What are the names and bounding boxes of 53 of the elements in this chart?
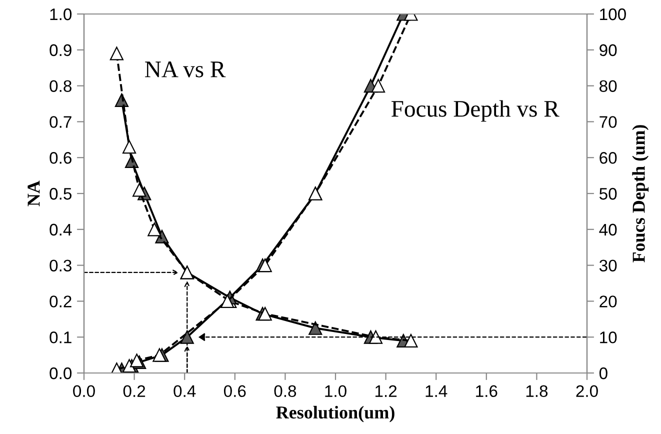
y-tick-label: 0.6 xyxy=(50,152,72,164)
point xyxy=(220,294,234,308)
y-tick-label: 1.0 xyxy=(50,8,72,20)
y2-tick-label: 40 xyxy=(599,224,617,236)
y-tick-label: 0.2 xyxy=(50,296,72,308)
x-tick-label: 1.6 xyxy=(476,385,498,398)
x-tick-label: 0.0 xyxy=(73,385,95,398)
point xyxy=(152,348,166,362)
x-tick-label: 0.6 xyxy=(224,385,246,398)
point xyxy=(404,334,418,348)
annotation: NA vs R xyxy=(145,62,226,78)
point xyxy=(130,354,144,368)
x-tick-label: 1.2 xyxy=(375,385,397,397)
y-axis-title: NA xyxy=(28,180,40,206)
x-tick-label: 1.4 xyxy=(426,385,448,397)
y2-axis-title: Foucs Depth (um) xyxy=(632,125,649,262)
y-tick-label: 0.8 xyxy=(50,80,72,92)
point xyxy=(371,78,386,93)
x-tick-label: 2.0 xyxy=(576,385,598,398)
y2-tick-label: 10 xyxy=(600,332,617,344)
y-tick-label: 0.9 xyxy=(50,44,72,56)
y2-tick-label: 0 xyxy=(599,367,608,380)
x-tick-label: 0.4 xyxy=(174,385,196,398)
point xyxy=(368,330,383,344)
point xyxy=(132,183,146,197)
annotation: Focus Depth vs R xyxy=(392,100,560,122)
y-tick-label: 0.1 xyxy=(50,332,72,344)
y-tick-label: 0.0 xyxy=(50,367,72,380)
y-tick-label: 0.5 xyxy=(50,188,72,200)
y2-tick-label: 70 xyxy=(600,116,617,128)
y2-tick-label: 80 xyxy=(600,80,617,92)
point xyxy=(258,258,272,272)
point xyxy=(110,46,124,60)
y2-tick-label: 100 xyxy=(600,8,626,20)
y2-tick-label: 60 xyxy=(600,152,617,164)
point xyxy=(308,321,322,335)
x-axis-title: Resolution(um) xyxy=(276,406,394,422)
point xyxy=(122,140,136,154)
y2-tick-label: 20 xyxy=(600,296,617,308)
y-tick-label: 0.3 xyxy=(50,260,72,272)
x-tick-label: 1.0 xyxy=(325,385,346,398)
y2-tick-label: 90 xyxy=(600,44,617,56)
x-tick-label: 1.8 xyxy=(526,385,548,398)
point xyxy=(148,222,162,236)
point xyxy=(122,359,136,373)
x-tick-label: 0.2 xyxy=(123,385,146,398)
y2-tick-label: 50 xyxy=(599,188,617,200)
y2-tick-label: 30 xyxy=(599,260,617,272)
y-tick-label: 0.4 xyxy=(50,224,72,236)
point xyxy=(180,330,194,344)
point xyxy=(258,306,272,321)
y-tick-label: 0.7 xyxy=(50,116,72,128)
x-tick-label: 0.8 xyxy=(274,385,296,398)
